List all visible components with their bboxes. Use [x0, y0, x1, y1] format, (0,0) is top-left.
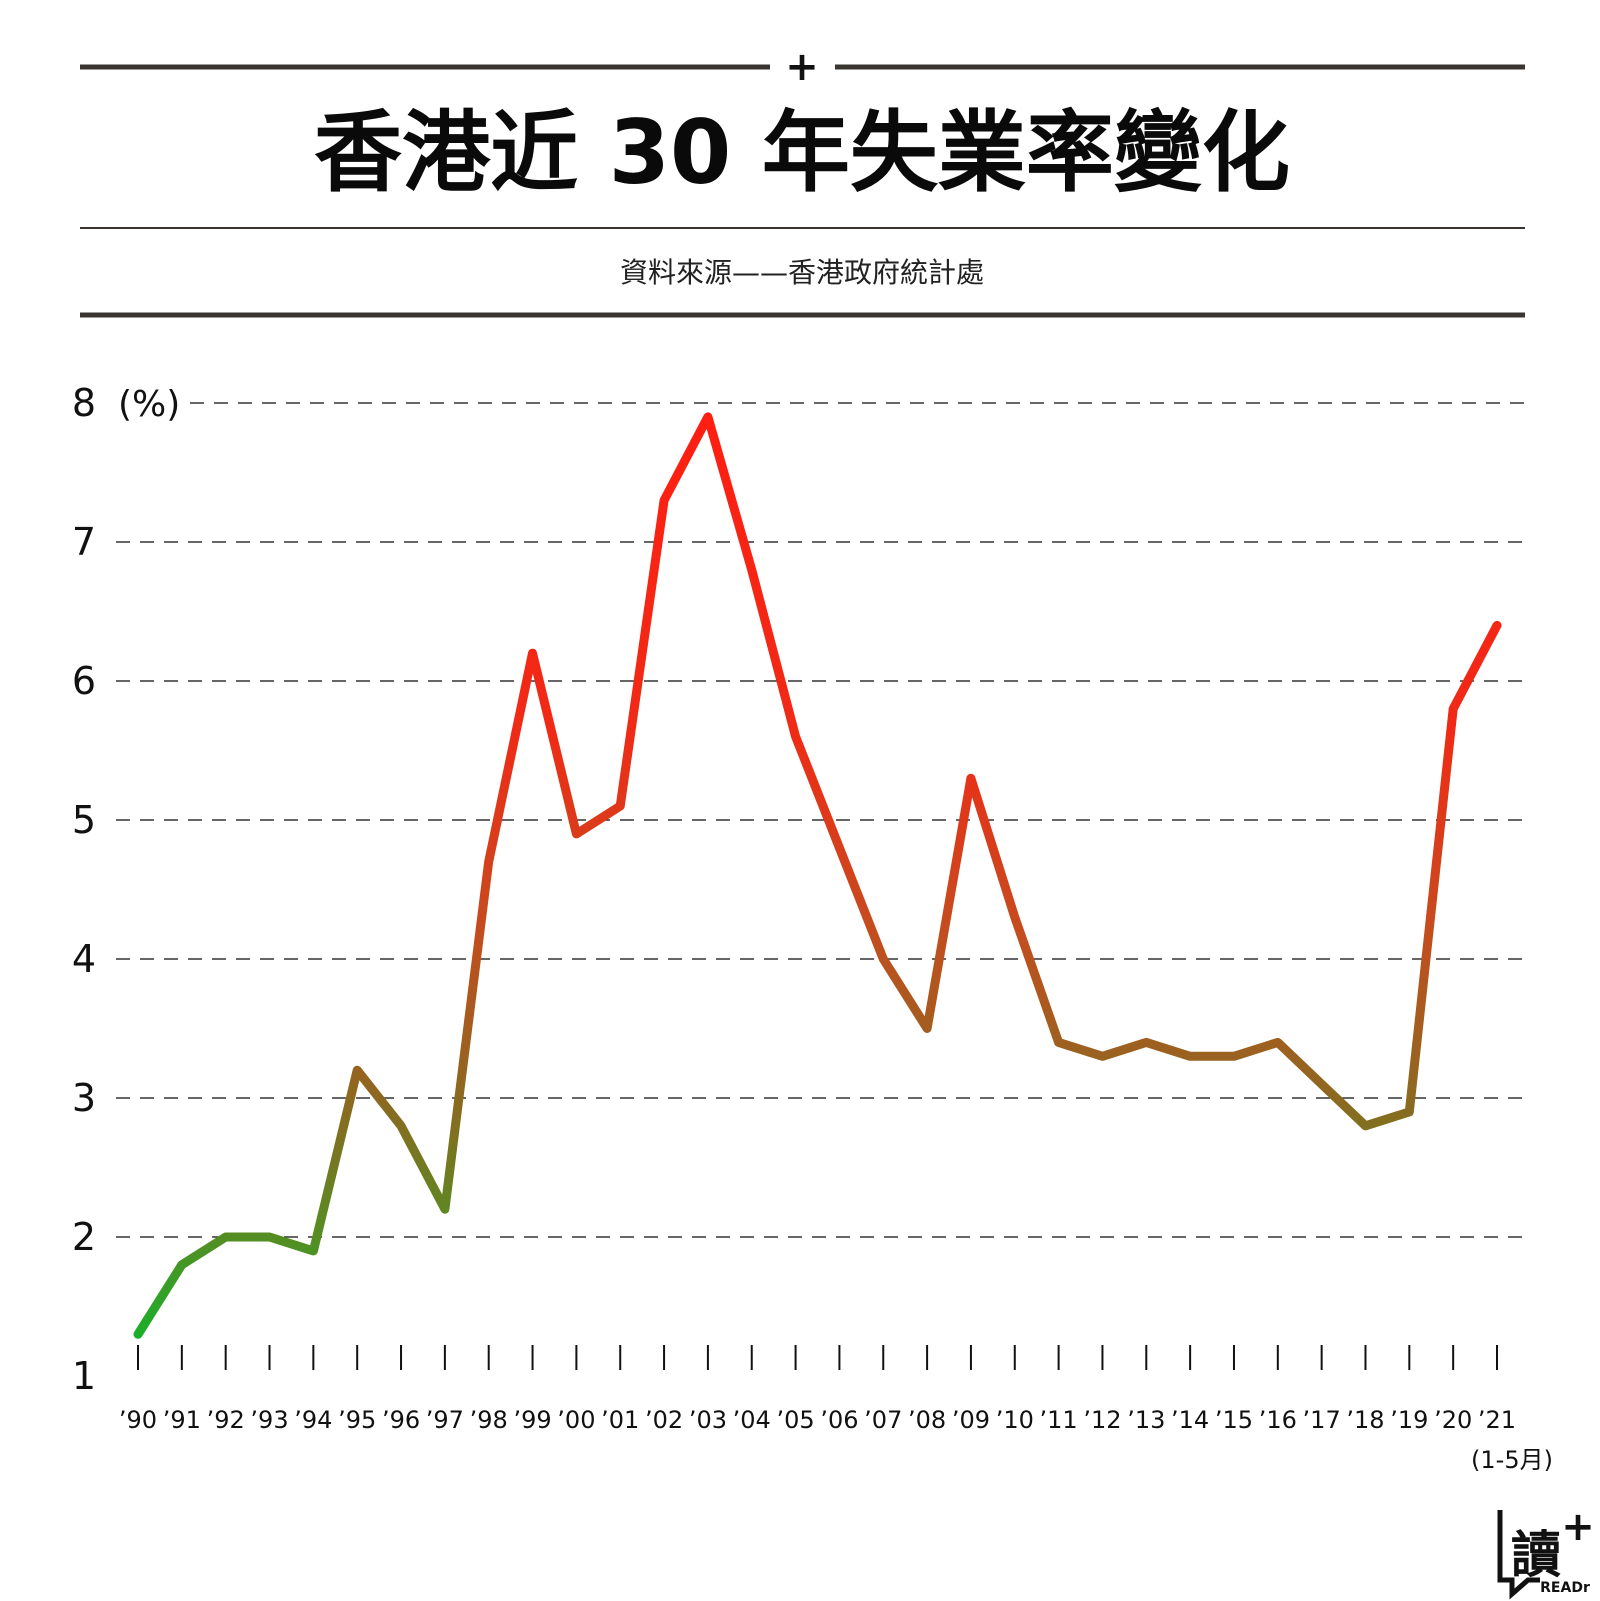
x-tick-label: ’08 — [908, 1406, 946, 1434]
x-tick-label: ’06 — [820, 1406, 858, 1434]
x-tick-label: ’90 — [119, 1406, 157, 1434]
x-tick-label: ’21 — [1478, 1406, 1516, 1434]
y-axis-ticks: 1 2 3 4 5 6 7 8 — [72, 381, 96, 1398]
logo-speech-bubble — [1497, 1510, 1540, 1600]
x-tick-label: ’20 — [1434, 1406, 1472, 1434]
x-tick-label: ’00 — [557, 1406, 595, 1434]
x-tick-label: ’09 — [952, 1406, 990, 1434]
x-tick-label: ’91 — [163, 1406, 201, 1434]
y-tick-label-3: 3 — [72, 1076, 96, 1120]
y-axis-unit-label: (%) — [118, 384, 180, 425]
chart-subtitle: 資料來源——香港政府統計處 — [620, 256, 984, 289]
x-tick-label: ’99 — [513, 1406, 551, 1434]
readr-logo: 讀 + READr — [1497, 1504, 1595, 1600]
x-tick-label: ’97 — [426, 1406, 464, 1434]
y-tick-label-6: 6 — [72, 659, 96, 703]
x-tick-label: ’11 — [1040, 1406, 1078, 1434]
x-tick-label: ’19 — [1390, 1406, 1428, 1434]
x-tick-label: ’93 — [250, 1406, 288, 1434]
x-tick-label: ’02 — [645, 1406, 683, 1434]
x-axis-ticks: ’90’91’92’93’94’95’96’97’98’99’00’01’02’… — [119, 1345, 1516, 1434]
y-tick-label-4: 4 — [72, 937, 96, 981]
x-tick-label: ’92 — [207, 1406, 245, 1434]
x-axis-note: (1-5月) — [1471, 1446, 1553, 1474]
x-tick-label: ’18 — [1346, 1406, 1384, 1434]
x-tick-label: ’01 — [601, 1406, 639, 1434]
y-tick-label-5: 5 — [72, 798, 96, 842]
header-plus: + — [785, 44, 819, 90]
logo-text: READr — [1540, 1580, 1590, 1596]
logo-main-char: 讀 — [1511, 1526, 1561, 1584]
x-tick-label: ’05 — [776, 1406, 814, 1434]
x-tick-label: ’10 — [996, 1406, 1034, 1434]
x-tick-label: ’13 — [1127, 1406, 1165, 1434]
x-tick-label: ’17 — [1303, 1406, 1341, 1434]
x-tick-label: ’04 — [733, 1406, 771, 1434]
x-tick-label: ’03 — [689, 1406, 727, 1434]
x-tick-label: ’14 — [1171, 1406, 1209, 1434]
x-tick-label: ’96 — [382, 1406, 420, 1434]
x-tick-label: ’07 — [864, 1406, 902, 1434]
y-tick-label-1: 1 — [72, 1354, 96, 1398]
logo-plus: + — [1561, 1504, 1595, 1550]
y-tick-label-7: 7 — [72, 520, 96, 564]
y-tick-label-8: 8 — [72, 381, 96, 425]
series-line-unemployment — [133, 412, 1502, 1339]
x-tick-label: ’15 — [1215, 1406, 1253, 1434]
x-tick-label: ’12 — [1083, 1406, 1121, 1434]
x-tick-label: ’16 — [1259, 1406, 1297, 1434]
x-tick-label: ’94 — [294, 1406, 332, 1434]
y-tick-label-2: 2 — [72, 1215, 96, 1259]
x-tick-label: ’95 — [338, 1406, 376, 1434]
chart-title: 香港近 30 年失業率變化 — [314, 101, 1290, 204]
grid-lines — [116, 402, 1525, 1238]
x-tick-label: ’98 — [470, 1406, 508, 1434]
